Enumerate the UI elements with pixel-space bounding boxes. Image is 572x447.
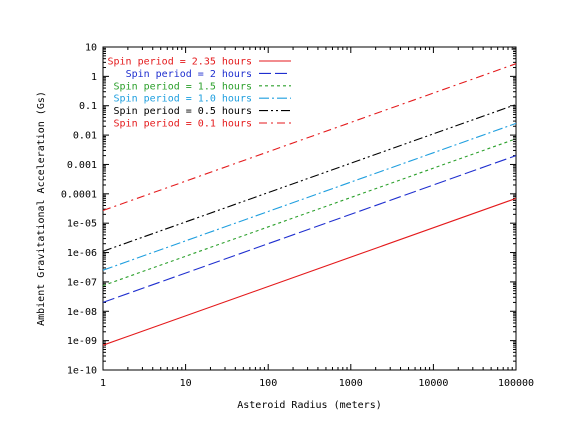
series-line-3 bbox=[102, 138, 517, 287]
series-line-1 bbox=[102, 197, 517, 346]
series-line-5 bbox=[102, 103, 517, 252]
y-tick-label: 1e-07 bbox=[67, 277, 97, 288]
y-tick-label: 0.001 bbox=[67, 160, 97, 171]
legend-label-1: Spin period = 2.35 hours bbox=[108, 57, 253, 68]
x-tick-label: 100000 bbox=[498, 378, 534, 389]
y-tick-label: 1e-08 bbox=[67, 307, 97, 318]
series-line-4 bbox=[102, 122, 517, 271]
y-tick-label: 1e-10 bbox=[67, 366, 97, 377]
x-tick-label: 1 bbox=[100, 378, 106, 389]
y-tick-label: 0.0001 bbox=[61, 189, 97, 200]
legend-label-6: Spin period = 0.1 hours bbox=[114, 119, 252, 130]
y-tick-label: 1e-05 bbox=[67, 219, 97, 230]
legend-label-2: Spin period = 2 hours bbox=[126, 69, 252, 80]
series-line-2 bbox=[102, 155, 517, 303]
series-line-6 bbox=[102, 63, 517, 212]
y-tick-label: 10 bbox=[85, 43, 97, 54]
y-axis: 1e-10 1e-09 1e-08 1e-07 1e-06 1e-05 0.0001 0.00… bbox=[61, 43, 516, 377]
y-tick-label: 1 bbox=[91, 72, 97, 83]
y-tick-label: 1e-09 bbox=[67, 336, 97, 347]
legend-label-4: Spin period = 1.0 hours bbox=[114, 94, 252, 105]
x-tick-label: 1000 bbox=[339, 378, 363, 389]
legend-label-3: Spin period = 1.5 hours bbox=[114, 81, 252, 92]
y-tick-label: 0.1 bbox=[79, 101, 97, 112]
x-tick-label: 10 bbox=[180, 378, 192, 389]
y-tick-label: 0.01 bbox=[73, 131, 97, 142]
series-group bbox=[102, 63, 517, 346]
y-axis-label: Ambient Gravitational Acceleration (Gs) bbox=[36, 91, 47, 326]
y-tick-label: 1e-06 bbox=[67, 248, 97, 259]
x-tick-label: 100 bbox=[259, 378, 277, 389]
x-axis-label: Asteroid Radius (meters) bbox=[237, 400, 382, 411]
x-axis: 1 10 100 1000 10000 100000 bbox=[100, 47, 534, 389]
legend-label-5: Spin period = 0.5 hours bbox=[114, 106, 252, 117]
plot-frame bbox=[102, 46, 517, 371]
x-tick-label: 10000 bbox=[418, 378, 448, 389]
